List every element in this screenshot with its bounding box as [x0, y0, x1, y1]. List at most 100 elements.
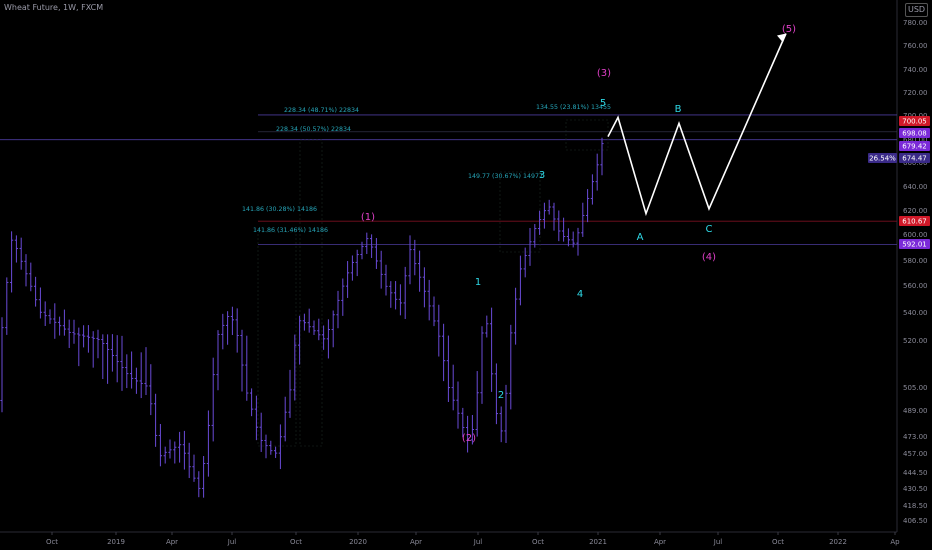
ohlc-bar	[245, 335, 249, 401]
ohlc-bar	[480, 326, 484, 404]
ohlc-bar	[446, 335, 450, 403]
ohlc-bar	[432, 296, 436, 327]
ohlc-bar	[456, 381, 460, 429]
ohlc-bar	[101, 334, 105, 380]
ohlc-bar	[202, 456, 206, 498]
ohlc-bar	[173, 441, 177, 464]
ohlc-bar	[562, 217, 566, 242]
ohlc-bar	[250, 388, 254, 417]
fib-range-box	[257, 231, 297, 447]
ohlc-bar	[96, 329, 100, 359]
ohlc-bar	[34, 276, 38, 307]
price-tick-label: 505.00	[903, 384, 928, 392]
time-tick-label: Oct	[532, 538, 544, 546]
ohlc-bar	[403, 266, 407, 319]
ohlc-bar	[62, 309, 66, 336]
ohlc-bar	[29, 262, 33, 292]
time-tick-label: Oct	[772, 538, 784, 546]
ohlc-bar	[312, 320, 316, 335]
symbol-title: Wheat Future, 1W, FXCM	[4, 3, 104, 12]
fib-annotation: 149.77 (30.67%) 14977	[468, 173, 543, 180]
ohlc-bar	[67, 319, 71, 348]
wave-label: 4	[577, 289, 583, 300]
ohlc-bar	[110, 334, 114, 372]
price-tick-label: 760.00	[903, 42, 928, 50]
ohlc-bar	[302, 313, 306, 331]
ohlc-bar	[192, 454, 196, 482]
ohlc-bar	[336, 290, 340, 329]
time-tick-label: Jul	[473, 538, 483, 546]
ohlc-bar	[317, 318, 321, 341]
ohlc-bar	[547, 199, 551, 215]
ohlc-bar	[240, 329, 244, 392]
ohlc-bar	[77, 327, 81, 367]
price-badge: 592.01	[899, 239, 930, 249]
ohlc-bar	[398, 284, 402, 316]
ohlc-bar	[586, 189, 590, 223]
ohlc-bar	[274, 446, 278, 458]
ohlc-bar	[163, 446, 167, 464]
time-tick-label: Apr	[654, 538, 666, 546]
time-tick-label: Jul	[713, 538, 723, 546]
ohlc-bar	[82, 325, 86, 348]
wave-label: (4)	[702, 252, 716, 263]
price-tick-label: 418.50	[903, 502, 928, 510]
price-tick-label: 540.00	[903, 309, 928, 317]
price-tick-label: 406.50	[903, 517, 928, 525]
ohlc-bar	[418, 250, 422, 292]
time-tick-label: Apr	[410, 538, 422, 546]
ohlc-bar	[408, 235, 412, 285]
ohlc-bar	[230, 306, 234, 336]
ohlc-bar	[331, 310, 335, 348]
wave-label: A	[637, 232, 644, 243]
ohlc-bar	[149, 364, 153, 416]
ohlc-bar	[14, 235, 18, 263]
price-badge-value: 674.47	[902, 155, 927, 163]
ohlc-bar	[557, 210, 561, 242]
ohlc-bar	[154, 393, 158, 447]
price-badge-value: 26.54%	[869, 155, 896, 163]
ohlc-bar	[590, 174, 594, 205]
ohlc-bar	[38, 287, 42, 319]
price-tick-label: 620.00	[903, 207, 928, 215]
ohlc-bar	[413, 239, 417, 276]
ohlc-bar	[5, 277, 9, 335]
ohlc-bar	[509, 324, 513, 410]
price-tick-label: 457.00	[903, 450, 928, 458]
ohlc-bar	[254, 395, 258, 441]
ohlc-bar	[206, 410, 210, 477]
ohlc-bar	[542, 202, 546, 229]
time-tick-label: 2020	[349, 538, 367, 546]
price-tick-label: 780.00	[903, 19, 928, 27]
ohlc-bar	[278, 424, 282, 470]
ohlc-bar	[576, 227, 580, 256]
ohlc-bar	[374, 238, 378, 269]
price-badge-value: 592.01	[902, 241, 927, 249]
ohlc-bar	[288, 369, 292, 418]
ohlc-bar	[197, 471, 201, 498]
ohlc-bar	[566, 228, 570, 247]
wave-label: (3)	[597, 68, 611, 79]
ohlc-bar	[322, 325, 326, 350]
ohlc-bar	[422, 267, 426, 308]
ohlc-bar	[115, 335, 119, 383]
ohlc-bar	[221, 313, 225, 350]
price-tick-label: 489.00	[903, 407, 928, 415]
price-tick-label: 560.00	[903, 282, 928, 290]
ohlc-bar	[48, 309, 52, 324]
ohlc-bar	[10, 231, 14, 293]
projection-path[interactable]	[607, 33, 787, 217]
ohlc-bar	[341, 278, 345, 316]
price-badge-value: 698.08	[902, 130, 927, 138]
ohlc-bar	[442, 323, 446, 382]
currency-badge[interactable]: USD	[905, 3, 929, 17]
ohlc-bar	[528, 227, 532, 266]
ohlc-bar	[514, 287, 518, 345]
fib-annotation: 228.34 (48.71%) 22834	[284, 107, 359, 114]
fib-range-box	[499, 171, 541, 253]
ohlc-bar	[120, 335, 124, 391]
ohlc-bar	[187, 442, 191, 479]
ohlc-bar	[72, 319, 76, 344]
wave-label: B	[675, 104, 682, 115]
